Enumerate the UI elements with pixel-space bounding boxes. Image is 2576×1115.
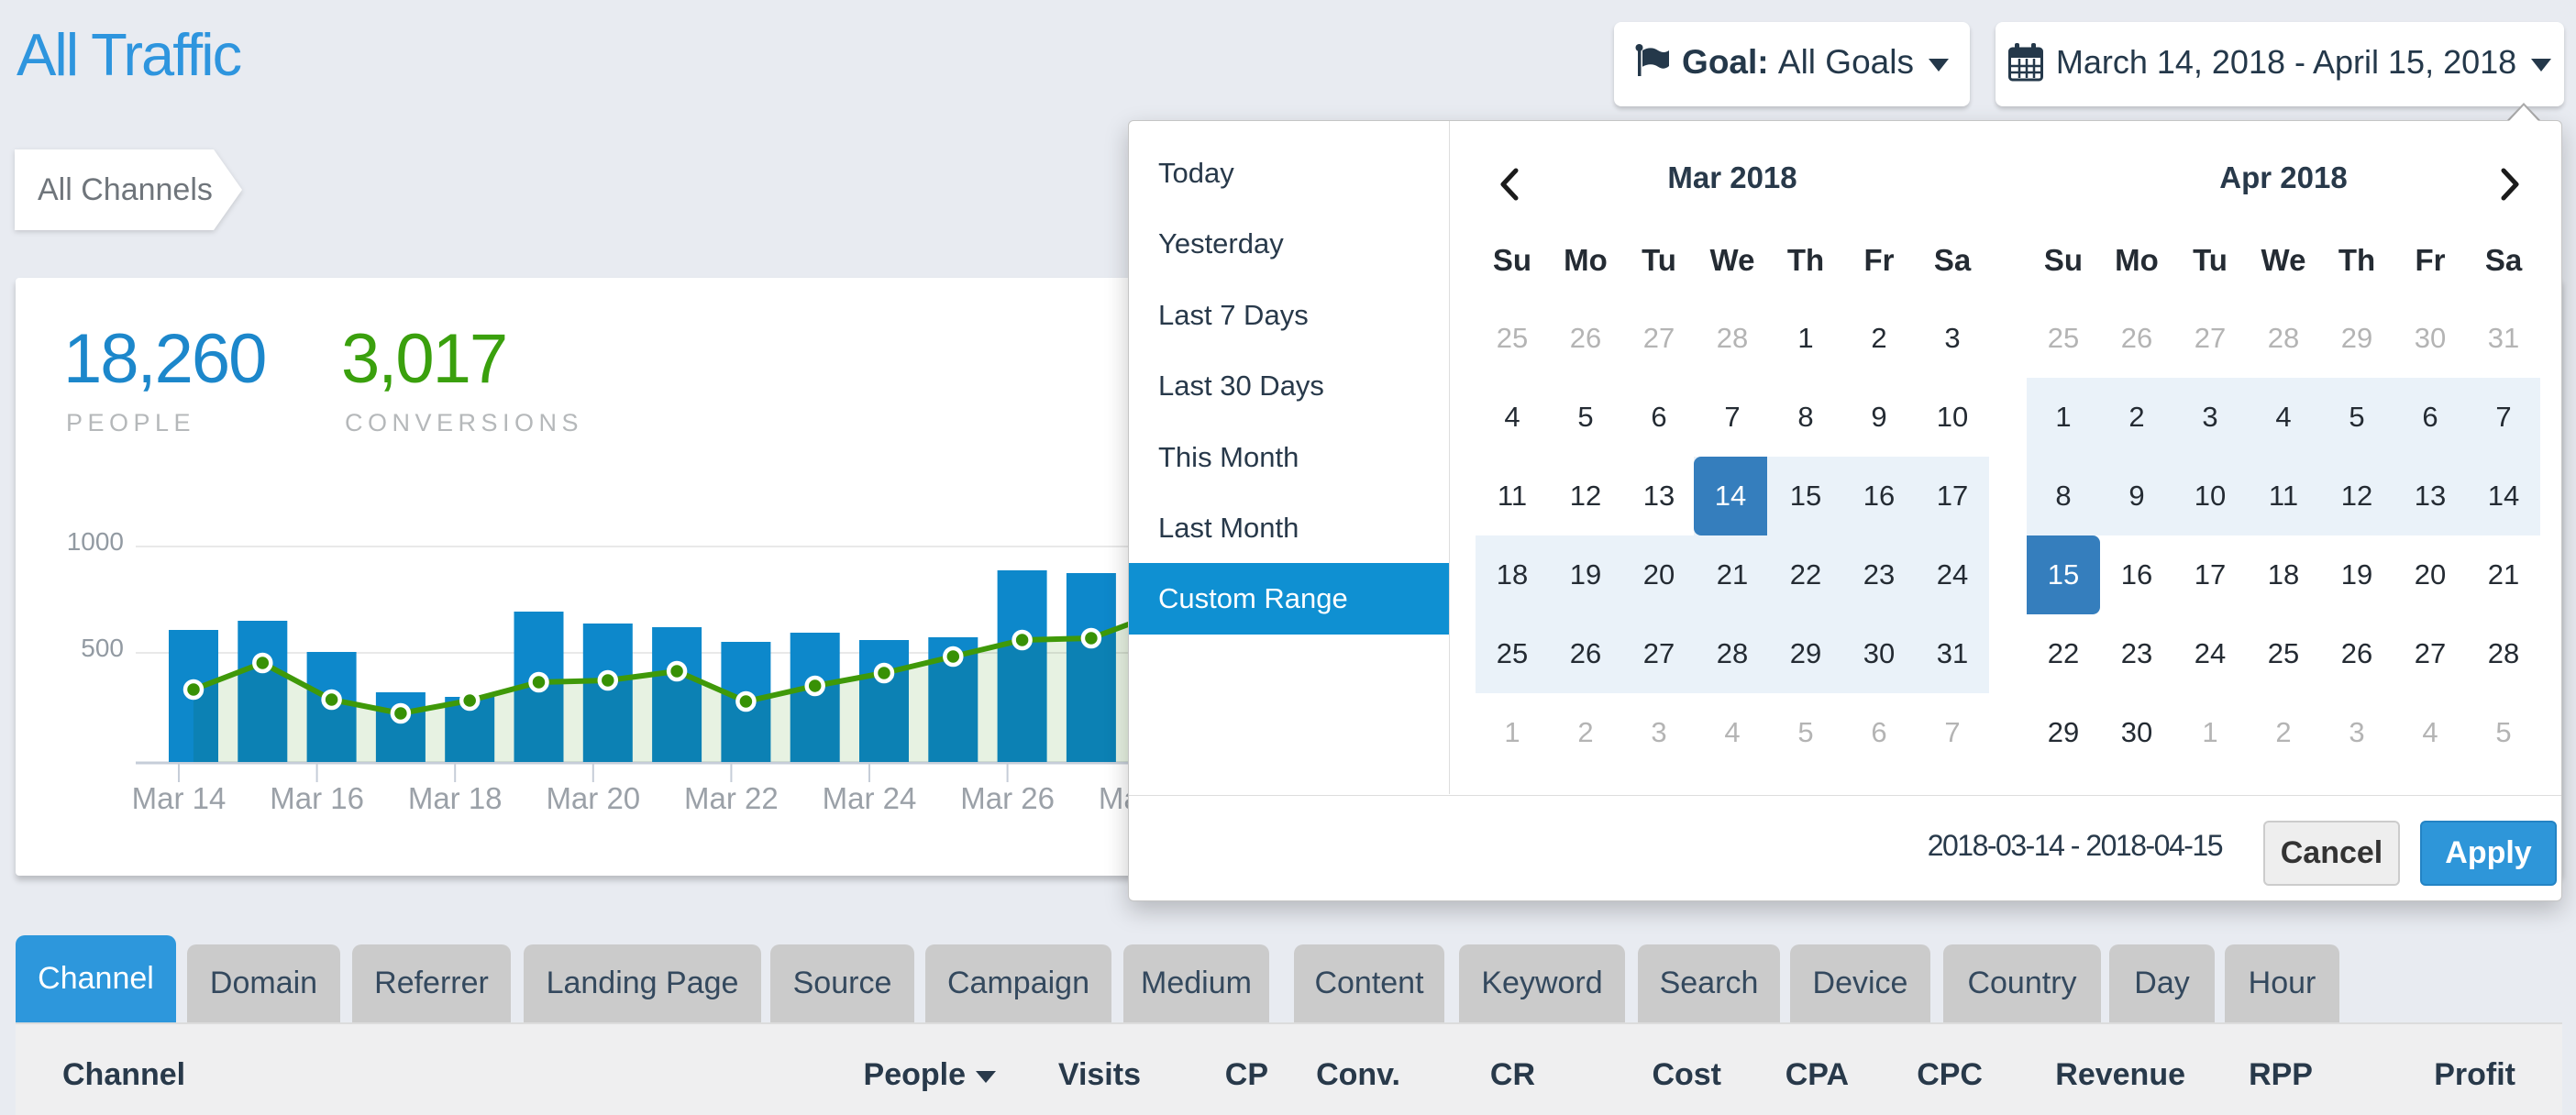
svg-text:Mar 16: Mar 16 — [270, 781, 364, 815]
svg-text:Mar 20: Mar 20 — [546, 781, 640, 815]
svg-text:Mar 26: Mar 26 — [960, 781, 1055, 815]
svg-text:500: 500 — [81, 634, 124, 662]
svg-text:Mar 24: Mar 24 — [823, 781, 917, 815]
svg-text:Mar 18: Mar 18 — [408, 781, 503, 815]
svg-text:Mar 14: Mar 14 — [132, 781, 227, 815]
svg-text:1000: 1000 — [67, 527, 124, 556]
svg-text:Mar 22: Mar 22 — [684, 781, 779, 815]
